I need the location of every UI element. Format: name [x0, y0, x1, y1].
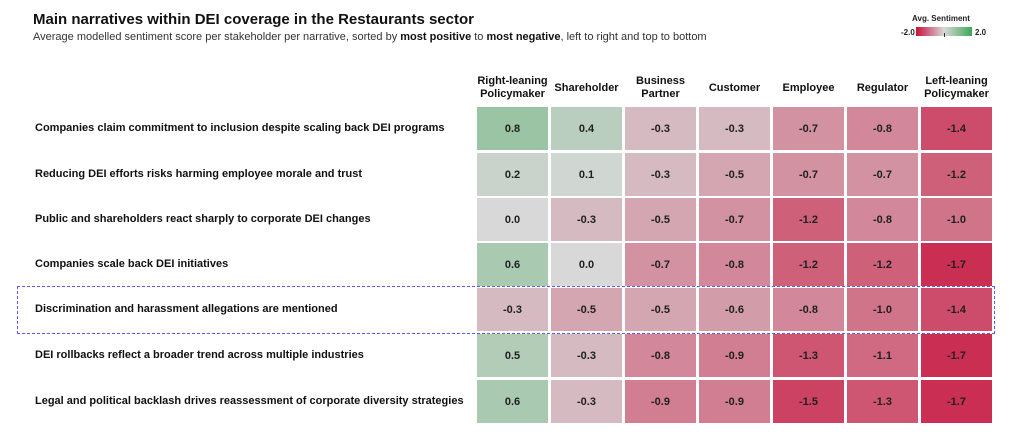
- heatmap-cell: -0.7: [773, 107, 844, 150]
- heatmap-cell: 0.0: [551, 243, 622, 286]
- row-label: Legal and political backlash drives reas…: [35, 394, 464, 407]
- heatmap-cell: -0.3: [699, 107, 770, 150]
- heatmap-cell: 0.0: [477, 198, 548, 241]
- subtitle-prefix: Average modelled sentiment score per sta…: [33, 31, 401, 43]
- heatmap-cell: -0.6: [699, 288, 770, 331]
- heatmap-cell: -1.7: [921, 243, 992, 286]
- heatmap-cell: 0.6: [477, 380, 548, 423]
- column-header: Shareholder: [554, 82, 619, 94]
- column-header: Business Partner: [636, 75, 685, 100]
- heatmap-cell: -0.3: [551, 198, 622, 241]
- legend-color-bar: [916, 27, 972, 36]
- heatmap-cell: -1.3: [773, 334, 844, 377]
- heatmap-cell: -0.9: [699, 334, 770, 377]
- heatmap-cell: 0.1: [551, 153, 622, 196]
- row-label: Companies scale back DEI initiatives: [35, 257, 229, 270]
- heatmap-cell: -0.7: [699, 198, 770, 241]
- heatmap-cell: -0.8: [625, 334, 696, 377]
- heatmap-cell: 0.4: [551, 107, 622, 150]
- chart-title: Main narratives within DEI coverage in t…: [33, 11, 474, 28]
- column-header: Right-leaning Policymaker: [477, 75, 548, 100]
- legend-min-label: -2.0: [901, 28, 915, 37]
- heatmap-cell: -1.0: [921, 198, 992, 241]
- row-label: DEI rollbacks reflect a broader trend ac…: [35, 348, 364, 361]
- heatmap-cell: -0.5: [625, 198, 696, 241]
- row-label: Reducing DEI efforts risks harming emplo…: [35, 167, 363, 180]
- heatmap-cell: -0.8: [773, 288, 844, 331]
- legend-max-label: 2.0: [975, 28, 987, 37]
- heatmap-cell: -0.5: [551, 288, 622, 331]
- heatmap-cell: -0.7: [773, 153, 844, 196]
- heatmap-cell: -1.5: [773, 380, 844, 423]
- heatmap-cell: -0.9: [699, 380, 770, 423]
- heatmap-cell: -0.3: [625, 153, 696, 196]
- legend-title: Avg. Sentiment: [912, 14, 970, 23]
- heatmap-cell: -1.3: [847, 380, 918, 423]
- sentiment-legend: Avg. Sentiment -2.0 2.0: [893, 14, 989, 44]
- heatmap-cell: -1.2: [921, 153, 992, 196]
- heatmap-cell: -0.8: [699, 243, 770, 286]
- column-header: Employee: [782, 82, 835, 94]
- heatmap-cell: -0.3: [551, 380, 622, 423]
- heatmap-cell: -0.8: [847, 198, 918, 241]
- heatmap-cell: -0.3: [477, 288, 548, 331]
- row-label: Public and shareholders react sharply to…: [35, 212, 371, 225]
- chart-subtitle: Average modelled sentiment score per sta…: [33, 31, 707, 43]
- column-header: Regulator: [856, 82, 909, 94]
- heatmap-cell: -1.2: [773, 198, 844, 241]
- heatmap-cell: -0.5: [625, 288, 696, 331]
- subtitle-bold-negative: most negative: [486, 31, 561, 43]
- heatmap-cell: -1.7: [921, 334, 992, 377]
- heatmap-cell: -0.7: [847, 153, 918, 196]
- subtitle-suffix: , left to right and top to bottom: [560, 31, 707, 43]
- heatmap-cell: -0.3: [625, 107, 696, 150]
- column-header: Left-leaning Policymaker: [924, 75, 989, 100]
- heatmap-cell: -0.7: [625, 243, 696, 286]
- legend-zero-tick: [944, 33, 945, 37]
- heatmap-cell: 0.8: [477, 107, 548, 150]
- heatmap-cell: 0.2: [477, 153, 548, 196]
- heatmap-cell: -0.5: [699, 153, 770, 196]
- heatmap-cell: 0.6: [477, 243, 548, 286]
- heatmap-cell: -1.4: [921, 288, 992, 331]
- row-label: Discrimination and harassment allegation…: [35, 302, 338, 315]
- heatmap-cell: -0.8: [847, 107, 918, 150]
- heatmap-cell: -0.9: [625, 380, 696, 423]
- heatmap-cell: -1.4: [921, 107, 992, 150]
- heatmap-cell: -1.2: [847, 243, 918, 286]
- heatmap-cell: -1.1: [847, 334, 918, 377]
- row-label: Companies claim commitment to inclusion …: [35, 121, 445, 134]
- heatmap-cell: 0.5: [477, 334, 548, 377]
- subtitle-bold-positive: most positive: [400, 31, 472, 43]
- subtitle-middle: to: [471, 31, 487, 43]
- heatmap-cell: -1.2: [773, 243, 844, 286]
- heatmap-cell: -0.3: [551, 334, 622, 377]
- heatmap-cell: -1.7: [921, 380, 992, 423]
- heatmap-cell: -1.0: [847, 288, 918, 331]
- column-header: Customer: [708, 82, 761, 94]
